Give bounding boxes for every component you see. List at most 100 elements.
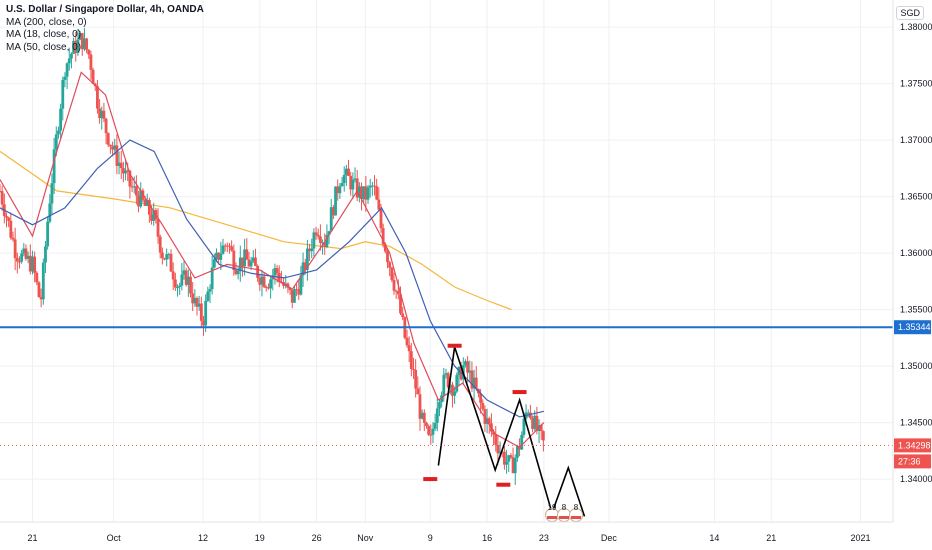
candle-body	[85, 38, 88, 50]
candle-body	[126, 170, 130, 172]
indicator-ma200[interactable]: MA (200, close, 0)	[6, 16, 87, 28]
candle-body	[76, 39, 80, 53]
candle-body	[528, 412, 532, 419]
candle-body	[273, 268, 277, 276]
candle-body	[63, 76, 67, 80]
candle-body	[241, 257, 244, 267]
candle-body	[526, 412, 530, 414]
candle-body	[13, 239, 17, 259]
candle-body	[234, 270, 238, 275]
candle-body	[342, 174, 346, 184]
candle-body	[420, 412, 424, 419]
event-badge[interactable]: 8	[569, 503, 584, 522]
candle-body	[189, 276, 192, 294]
time-tick-label: Dec	[601, 533, 618, 543]
candle-body	[121, 168, 125, 174]
candle-body	[5, 216, 8, 218]
candle-body	[288, 287, 292, 291]
candle-body	[275, 268, 279, 274]
pivot-marker[interactable]	[496, 482, 511, 487]
candle-body	[143, 199, 147, 206]
candle-body	[160, 252, 164, 259]
candle-body	[401, 313, 405, 318]
candle-body	[113, 145, 117, 150]
ma200-path	[0, 150, 512, 311]
candle-body	[195, 298, 199, 307]
candle-body	[453, 391, 457, 396]
candle-body	[96, 85, 99, 109]
candle-body	[102, 110, 106, 119]
current-price-tag[interactable]: 1.34298	[898, 440, 931, 450]
indicator-ma50[interactable]: MA (50, close, 0)	[6, 41, 82, 53]
candle-body	[409, 351, 413, 370]
countdown-tag[interactable]: 27:36	[898, 456, 921, 466]
time-axis[interactable]: 21 Oct 12 19 26 Nov 9 16 23 Dec 14 21 2021	[0, 521, 893, 550]
event-badge[interactable]: 8	[557, 503, 572, 522]
candle-body	[228, 245, 231, 247]
candle-body	[31, 256, 34, 272]
candle-body	[321, 242, 324, 244]
candle-body	[165, 254, 169, 260]
price-tick-label: 1.34500	[900, 418, 932, 428]
chart-legend: U.S. Dollar / Singapore Dollar, 4h, OAND…	[6, 4, 204, 54]
price-axis[interactable]: 1.38000 1.37500 1.37000 1.36500 1.36000 1.355…	[892, 0, 932, 550]
candle-body	[386, 251, 389, 263]
drawings[interactable]: 19 8 8	[0, 343, 893, 522]
candle-body	[251, 257, 255, 262]
candle-body	[539, 425, 543, 432]
candle-body	[444, 373, 448, 375]
candle-body	[78, 33, 82, 40]
candle-body	[440, 395, 444, 403]
indicator-ma18[interactable]: MA (18, close, 0)	[6, 29, 82, 40]
price-tick-label: 1.38000	[900, 22, 932, 32]
currency-badge[interactable]: SGD	[896, 6, 924, 20]
candle-body	[267, 287, 270, 289]
candle-body	[18, 261, 21, 263]
candle-body	[533, 415, 537, 429]
candle-body	[390, 267, 394, 281]
candle-body	[383, 244, 387, 252]
candle-body	[91, 69, 95, 84]
candle-body	[238, 257, 242, 271]
candle-body	[199, 303, 203, 321]
event-badge-count: 8	[574, 503, 579, 512]
time-axis-bg	[0, 522, 893, 550]
price-tick-label: 1.36000	[900, 248, 932, 258]
pivot-marker[interactable]	[447, 343, 462, 348]
event-badge[interactable]: 19	[545, 503, 560, 522]
level-price-tag[interactable]: 1.35344	[898, 322, 931, 332]
candle-body	[334, 186, 337, 216]
candle-body	[306, 248, 309, 270]
candle-body	[163, 258, 166, 260]
candle-body	[20, 253, 24, 262]
candle-body	[180, 274, 184, 286]
candle-body	[396, 291, 400, 295]
candle-body	[0, 190, 2, 192]
flag-stripe	[547, 516, 558, 519]
time-tick-label: 19	[255, 533, 265, 543]
candle-body	[286, 283, 290, 288]
pivot-marker[interactable]	[423, 477, 438, 482]
candle-body	[236, 270, 240, 275]
candle-body	[41, 262, 45, 300]
candle-body	[35, 272, 39, 283]
candle-body	[210, 267, 214, 290]
candle-body	[479, 393, 482, 403]
candle-body	[152, 210, 156, 221]
candle-body	[262, 276, 266, 288]
candle-body	[455, 375, 459, 392]
candle-body	[87, 49, 91, 55]
flag-stripe	[571, 516, 582, 519]
candle-body	[150, 214, 153, 221]
symbol-title[interactable]: U.S. Dollar / Singapore Dollar, 4h, OAND…	[6, 4, 204, 15]
candle-body	[98, 108, 101, 119]
candle-body	[472, 377, 476, 389]
candle-body	[293, 289, 296, 303]
candle-body	[193, 298, 197, 304]
candle-body	[11, 237, 15, 240]
time-tick-label: Oct	[107, 533, 122, 543]
candle-body	[375, 186, 379, 200]
candle-body	[212, 259, 216, 268]
pivot-marker[interactable]	[512, 390, 527, 395]
